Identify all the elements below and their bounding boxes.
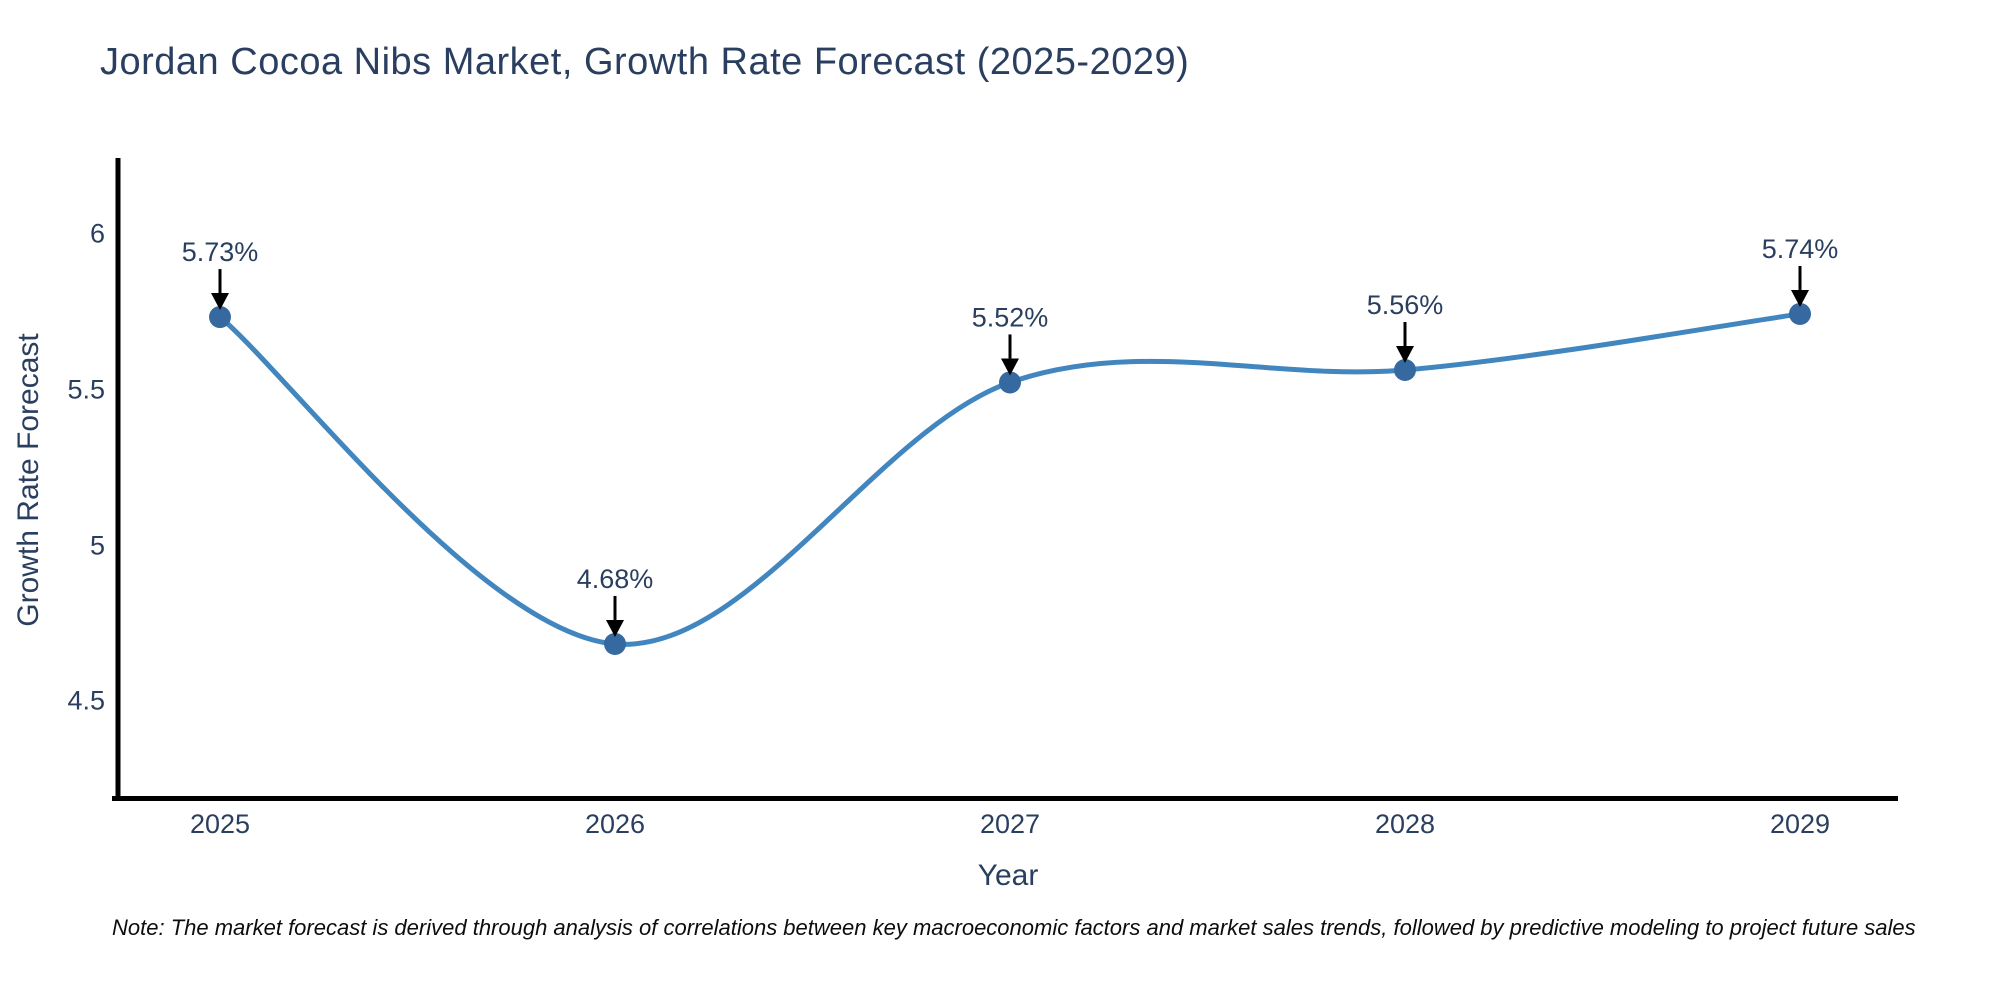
y-tick-label: 5.5 bbox=[67, 374, 105, 404]
point-label: 5.74% bbox=[1762, 234, 1839, 264]
annotation-arrowhead-icon bbox=[1791, 289, 1809, 307]
annotation-arrowhead-icon bbox=[1001, 358, 1019, 376]
y-axis-title: Growth Rate Forecast bbox=[12, 333, 45, 627]
annotation-arrowhead-icon bbox=[606, 619, 624, 637]
x-axis-title: Year bbox=[978, 859, 1039, 892]
chart-footnote: Note: The market forecast is derived thr… bbox=[112, 915, 1916, 940]
x-tick-label: 2027 bbox=[980, 809, 1040, 839]
annotation-arrowhead-icon bbox=[1396, 345, 1414, 363]
point-label: 5.52% bbox=[972, 302, 1049, 332]
point-label: 5.56% bbox=[1367, 290, 1444, 320]
y-tick-label: 5 bbox=[90, 530, 105, 560]
chart-title: Jordan Cocoa Nibs Market, Growth Rate Fo… bbox=[100, 41, 1190, 83]
data-point-2027[interactable] bbox=[999, 371, 1021, 394]
y-tick-label: 4.5 bbox=[67, 685, 105, 715]
series-forecast bbox=[209, 302, 1811, 655]
data-point-2029[interactable] bbox=[1789, 302, 1811, 325]
point-label: 4.68% bbox=[577, 564, 654, 594]
data-point-2026[interactable] bbox=[604, 632, 626, 655]
forecast-line bbox=[217, 311, 1803, 647]
point-annotations: 5.73% 4.68% 5.52% 5.56% 5.74% bbox=[182, 234, 1839, 637]
x-tick-label: 2025 bbox=[190, 809, 250, 839]
data-point-2028[interactable] bbox=[1394, 358, 1416, 381]
data-point-2025[interactable] bbox=[209, 306, 231, 329]
point-label: 5.73% bbox=[182, 237, 259, 267]
x-tick-label: 2026 bbox=[585, 809, 645, 839]
y-tick-label: 6 bbox=[90, 218, 105, 248]
x-tick-label: 2028 bbox=[1375, 809, 1435, 839]
x-tick-label: 2029 bbox=[1770, 809, 1830, 839]
annotation-arrowhead-icon bbox=[211, 293, 229, 311]
